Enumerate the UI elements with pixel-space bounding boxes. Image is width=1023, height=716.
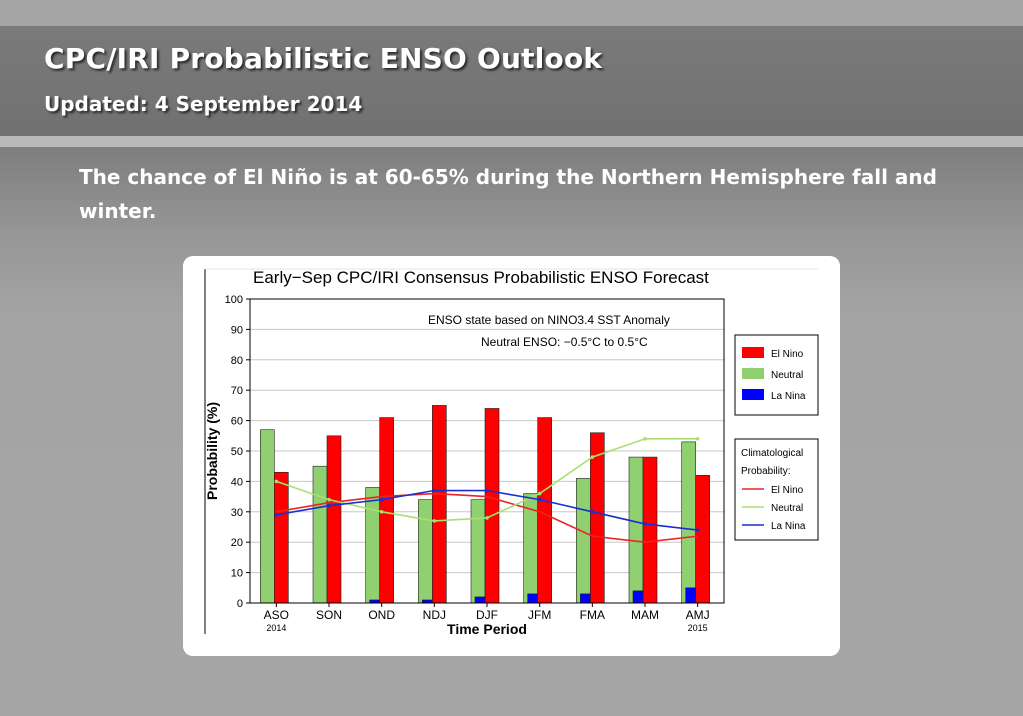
bar-el-nino [432, 405, 447, 604]
climatology-legend-title: Climatological [741, 448, 803, 459]
climatology-point [379, 510, 384, 514]
y-tick-label: 80 [231, 355, 243, 367]
bar-la-nina [474, 596, 486, 604]
x-tick-label: JFM [528, 608, 551, 622]
climatology-point [327, 497, 331, 502]
x-axis-label: Time Period [447, 621, 527, 637]
legend-label: La Nina [771, 391, 806, 402]
climatology-legend-title-cont: Probability: [741, 466, 790, 477]
y-tick-label: 70 [231, 385, 243, 397]
climatology-point [643, 437, 647, 441]
climatology-point [379, 497, 384, 502]
bar-neutral [576, 478, 591, 604]
bar-neutral [312, 465, 328, 604]
bar-la-nina [685, 587, 696, 604]
title-banner [0, 26, 1023, 136]
legend: El Nino Neutral La Nina [734, 334, 819, 416]
y-tick-label: 0 [237, 598, 243, 610]
y-tick-label: 50 [231, 446, 243, 458]
x-year-label: 2014 [266, 623, 286, 633]
banner-divider [0, 136, 1023, 147]
y-tick-label: 100 [225, 294, 243, 306]
annotation-neutral-range: Neutral ENSO: −0.5°C to 0.5°C [481, 335, 648, 349]
bar-la-nina [632, 590, 644, 604]
climatology-point [432, 519, 437, 523]
top-strip [0, 0, 1023, 26]
y-tick-label: 10 [231, 568, 243, 580]
bar-la-nina [527, 593, 538, 604]
legend-label: Neutral [771, 370, 803, 381]
annotation-nino34: ENSO state based on NINO3.4 SST Anomaly [428, 313, 670, 327]
y-tick-label: 60 [231, 416, 243, 428]
climatology-point [485, 488, 489, 493]
bar-el-nino [484, 408, 500, 604]
bar-neutral [260, 429, 275, 604]
y-axis-ticks: 0 10 20 30 40 50 60 70 80 90 100 [225, 294, 250, 610]
legend-label: El Nino [771, 349, 804, 360]
climatology-lines [274, 437, 700, 544]
climatology-point [274, 513, 279, 517]
bar-la-nina [580, 593, 591, 604]
legend-swatch [742, 347, 764, 358]
climatology-point [274, 479, 279, 484]
chart-card: Early−Sep CPC/IRI Consensus Probabilisti… [183, 256, 840, 656]
x-year-label: 2015 [688, 623, 708, 633]
x-tick-label: OND [368, 608, 395, 622]
climatology-point [643, 522, 647, 526]
climatology-point [432, 488, 437, 493]
climatology-legend-label: Neutral [771, 503, 803, 514]
bar-el-nino [274, 471, 289, 604]
bar-el-nino [695, 475, 710, 604]
y-axis-label: Probability (%) [204, 402, 220, 500]
bar-neutral [470, 499, 486, 604]
climatology-legend: Climatological Probability: El Nino Neutr… [734, 438, 819, 541]
climatology-line-el-nino [276, 492, 698, 544]
enso-forecast-chart: Early−Sep CPC/IRI Consensus Probabilisti… [204, 268, 819, 637]
x-tick-label: NDJ [423, 608, 446, 622]
y-tick-label: 30 [231, 507, 243, 519]
bar-series [260, 405, 710, 604]
x-tick-label: MAM [631, 608, 659, 622]
plot-frame [249, 298, 725, 604]
climatology-point [695, 437, 700, 441]
slide-body-text: The chance of El Niño is at 60-65% durin… [79, 165, 937, 223]
legend-swatch [742, 368, 764, 379]
chart-title: Early−Sep CPC/IRI Consensus Probabilisti… [253, 268, 709, 287]
bar-neutral [365, 487, 380, 604]
bar-neutral [628, 456, 644, 604]
y-tick-label: 40 [231, 476, 243, 488]
legend-swatch [742, 389, 764, 400]
climatology-point [590, 455, 595, 459]
y-tick-label: 90 [231, 324, 243, 336]
climatology-legend-label: La Nina [771, 521, 806, 532]
climatology-point [327, 503, 331, 508]
bar-el-nino [326, 435, 342, 604]
x-tick-label: SON [316, 608, 342, 622]
x-tick-label: DJF [476, 608, 498, 622]
bar-el-nino [642, 456, 658, 604]
x-tick-label: ASO [264, 608, 289, 622]
climatology-legend-label: El Nino [771, 485, 804, 496]
x-tick-label: FMA [580, 608, 605, 622]
bar-neutral [418, 499, 433, 604]
climatology-point [485, 516, 489, 520]
slide-subtitle: Updated: 4 September 2014 [44, 92, 363, 116]
y-tick-label: 20 [231, 537, 243, 549]
climatology-point [695, 528, 700, 532]
climatology-point [590, 510, 595, 514]
bar-neutral [681, 441, 696, 604]
climatology-point [537, 497, 542, 502]
climatology-point [537, 491, 542, 496]
x-tick-label: AMJ [686, 608, 710, 622]
bar-el-nino [537, 417, 552, 604]
slide-title: CPC/IRI Probabilistic ENSO Outlook [44, 42, 603, 75]
